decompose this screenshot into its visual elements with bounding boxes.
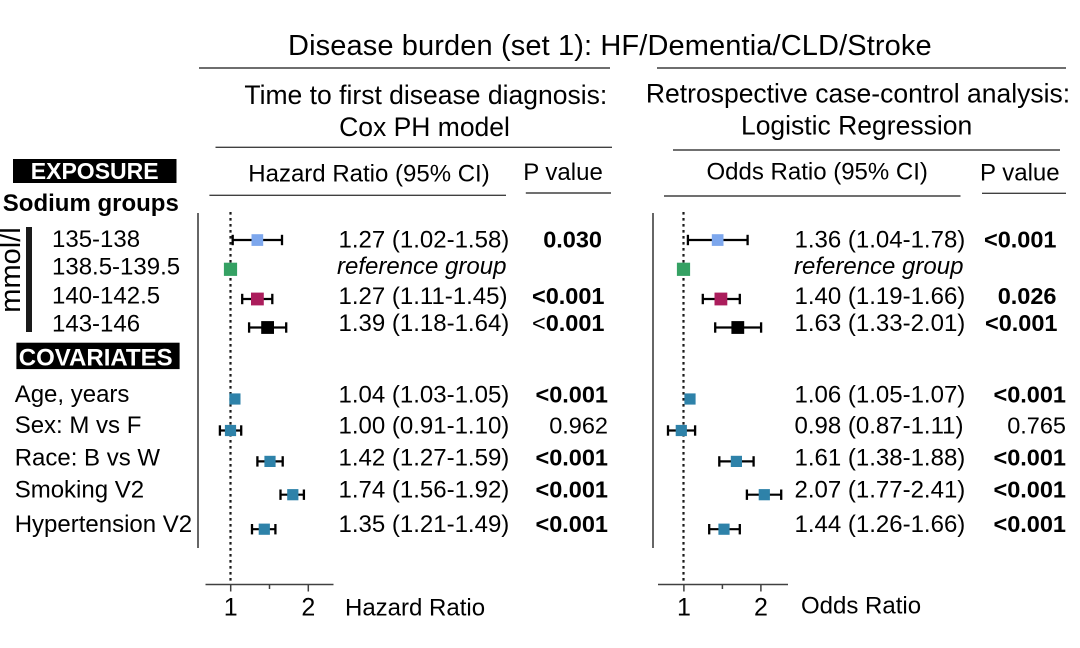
svg-text:Retrospective case-control ana: Retrospective case-control analysis:: [646, 79, 1070, 109]
svg-text:Hazard Ratio (95% CI): Hazard Ratio (95% CI): [248, 161, 489, 188]
svg-text:1.27 (1.02-1.58): 1.27 (1.02-1.58): [339, 227, 510, 254]
svg-text:1.44 (1.26-1.66): 1.44 (1.26-1.66): [795, 511, 966, 538]
svg-text:<0.001: <0.001: [993, 382, 1066, 408]
svg-text:1.63 (1.33-2.01): 1.63 (1.33-2.01): [795, 310, 966, 337]
svg-text:<0.001: <0.001: [993, 477, 1066, 503]
svg-text:2: 2: [754, 594, 768, 622]
svg-text:1.39 (1.18-1.64): 1.39 (1.18-1.64): [339, 310, 510, 337]
svg-text:Sex: M vs F: Sex: M vs F: [15, 412, 142, 439]
svg-text:0.026: 0.026: [998, 283, 1057, 309]
svg-text:0.962: 0.962: [549, 413, 608, 439]
svg-text:<0.001: <0.001: [535, 511, 608, 537]
svg-text:Hypertension V2: Hypertension V2: [15, 511, 192, 538]
svg-text:1: 1: [224, 594, 238, 622]
svg-text:2: 2: [301, 594, 315, 622]
svg-text:Race: B vs W: Race: B vs W: [15, 445, 161, 472]
svg-text:143-146: 143-146: [52, 311, 140, 338]
svg-text:135-138: 135-138: [52, 226, 140, 253]
svg-text:<0.001: <0.001: [984, 227, 1057, 253]
svg-text:1.35 (1.21-1.49): 1.35 (1.21-1.49): [339, 511, 510, 538]
svg-text:COVARIATES: COVARIATES: [19, 345, 173, 372]
svg-text:1.00 (0.91-1.10): 1.00 (0.91-1.10): [339, 413, 510, 440]
svg-text:Time to first disease diagnosi: Time to first disease diagnosis:: [244, 80, 607, 110]
svg-text:1.42 (1.27-1.59): 1.42 (1.27-1.59): [339, 445, 510, 472]
svg-text:Cox PH model: Cox PH model: [339, 112, 510, 142]
svg-text:Disease burden (set 1): HF/Dem: Disease burden (set 1): HF/Dementia/CLD/…: [288, 30, 932, 62]
svg-text:1: 1: [677, 594, 691, 622]
svg-text:reference group: reference group: [337, 253, 506, 280]
svg-text:Odds Ratio (95% CI): Odds Ratio (95% CI): [706, 159, 927, 186]
svg-text:reference group: reference group: [794, 253, 963, 280]
svg-text:Sodium groups: Sodium groups: [3, 190, 179, 217]
svg-text:1.36 (1.04-1.78): 1.36 (1.04-1.78): [795, 227, 966, 254]
svg-text:<0.001: <0.001: [535, 445, 608, 471]
svg-text:1.27 (1.11-1.45): 1.27 (1.11-1.45): [339, 283, 508, 310]
svg-text:<0.001: <0.001: [993, 511, 1066, 537]
svg-text:Age, years: Age, years: [15, 381, 130, 408]
svg-text:Odds Ratio: Odds Ratio: [801, 593, 921, 620]
svg-text:Hazard Ratio: Hazard Ratio: [345, 595, 485, 622]
svg-text:1.61 (1.38-1.88): 1.61 (1.38-1.88): [795, 445, 966, 472]
svg-text:EXPOSURE: EXPOSURE: [31, 158, 159, 184]
svg-text:Logistic Regression: Logistic Regression: [741, 111, 972, 141]
svg-text:1.06 (1.05-1.07): 1.06 (1.05-1.07): [795, 382, 966, 409]
svg-text:0.030: 0.030: [543, 227, 602, 253]
svg-text:<0.001: <0.001: [993, 445, 1066, 471]
svg-text:138.5-139.5: 138.5-139.5: [52, 254, 180, 281]
svg-text:<0.001: <0.001: [532, 283, 605, 309]
svg-text:1.40 (1.19-1.66): 1.40 (1.19-1.66): [795, 283, 966, 310]
svg-text:1.74 (1.56-1.92): 1.74 (1.56-1.92): [339, 477, 510, 504]
svg-text:<0.001: <0.001: [985, 310, 1058, 336]
svg-text:0.765: 0.765: [1007, 413, 1066, 439]
svg-text:<0.001: <0.001: [535, 382, 608, 408]
svg-text:2.07 (1.77-2.41): 2.07 (1.77-2.41): [795, 477, 966, 504]
svg-text:140-142.5: 140-142.5: [52, 283, 160, 310]
svg-text:P value: P value: [523, 159, 603, 186]
svg-text:mmol/l: mmol/l: [0, 227, 27, 312]
svg-text:P value: P value: [980, 160, 1060, 187]
svg-text:0.98 (0.87-1.11): 0.98 (0.87-1.11): [795, 413, 964, 440]
svg-text:<0.001: <0.001: [532, 310, 605, 336]
svg-text:1.04 (1.03-1.05): 1.04 (1.03-1.05): [339, 382, 510, 409]
svg-text:Smoking V2: Smoking V2: [15, 477, 144, 504]
svg-text:<0.001: <0.001: [535, 477, 608, 503]
